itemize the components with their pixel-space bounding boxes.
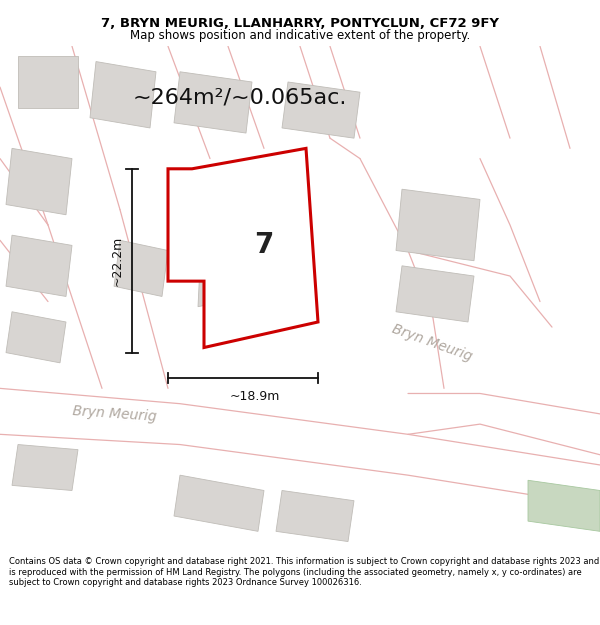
Polygon shape [174,72,252,133]
Text: Map shows position and indicative extent of the property.: Map shows position and indicative extent… [130,29,470,41]
Polygon shape [282,82,360,138]
Text: 7, BRYN MEURIG, LLANHARRY, PONTYCLUN, CF72 9FY: 7, BRYN MEURIG, LLANHARRY, PONTYCLUN, CF… [101,18,499,30]
Polygon shape [396,266,474,322]
Polygon shape [114,240,168,296]
Text: Contains OS data © Crown copyright and database right 2021. This information is : Contains OS data © Crown copyright and d… [9,558,599,588]
Text: ~264m²/~0.065ac.: ~264m²/~0.065ac. [133,88,347,108]
Polygon shape [12,444,78,491]
Text: Bryn Meurig: Bryn Meurig [390,321,474,363]
Polygon shape [396,189,480,261]
Polygon shape [528,480,600,531]
Polygon shape [276,491,354,541]
Polygon shape [174,475,264,531]
Polygon shape [6,235,72,296]
Polygon shape [408,394,600,465]
Text: Bryn Meurig: Bryn Meurig [72,404,157,424]
Text: ~18.9m: ~18.9m [230,389,280,402]
Polygon shape [0,388,600,506]
Polygon shape [198,169,306,307]
Text: 7: 7 [254,231,274,259]
Polygon shape [6,148,72,215]
Polygon shape [90,62,156,128]
Polygon shape [18,56,78,108]
Polygon shape [168,148,318,348]
Polygon shape [6,312,66,363]
Text: ~22.2m: ~22.2m [110,236,124,286]
